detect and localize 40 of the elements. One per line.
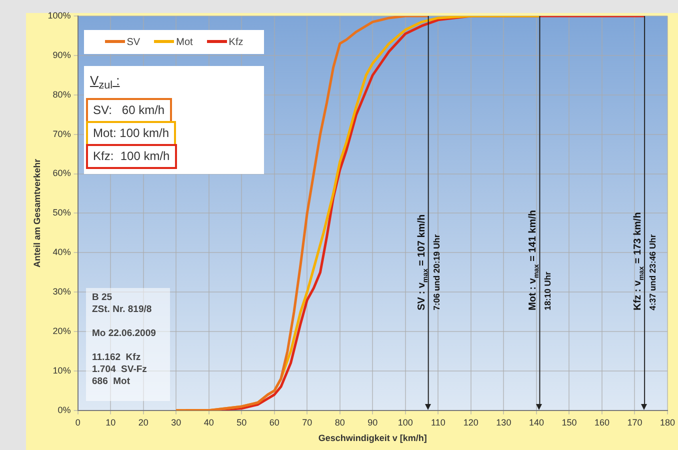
y-tick-label: 30% — [52, 286, 71, 297]
annotation: Mot: 100 km/h — [86, 121, 176, 146]
x-tick-label: 130 — [496, 417, 512, 428]
legend-label: Kfz — [228, 36, 244, 48]
x-tick-label: 50 — [236, 417, 247, 428]
y-tick-label: 0% — [58, 404, 71, 415]
x-tick-label: 10 — [106, 417, 116, 428]
legend-label: SV — [126, 36, 140, 48]
text: B 25 ZSt. Nr. 819/8 Mo 22.06.2009 11.162 Kfz 1.704 SV-Fz 686 Mot — [92, 292, 156, 387]
annotation: SV: 60 km/h — [86, 98, 172, 123]
legend-label: Mot — [175, 36, 193, 48]
annotation: Kfz: 100 km/h — [86, 144, 177, 169]
y-tick-label: 80% — [52, 89, 71, 100]
x-tick-label: 90 — [368, 417, 378, 428]
x-tick-label: 180 — [660, 417, 676, 428]
y-tick-label: 70% — [52, 128, 71, 139]
annotation: V$_{zul}$ : — [90, 73, 120, 93]
x-tick-label: 20 — [138, 417, 148, 428]
y-tick-label: 40% — [52, 247, 71, 258]
y-tick-label: 50% — [52, 208, 71, 218]
x-tick-label: 170 — [627, 417, 642, 428]
y-tick-label: 20% — [52, 326, 71, 336]
x-tick-label: 30 — [171, 417, 182, 428]
x-tick-label: 70 — [302, 417, 312, 428]
x-tick-label: 120 — [463, 417, 478, 428]
x-tick-label: 60 — [269, 417, 280, 428]
x-tick-label: 40 — [204, 417, 214, 428]
x-tick-label: 150 — [562, 417, 577, 428]
y-axis-title: Anteil am Gesamtverkehr — [32, 158, 42, 268]
x-tick-label: 110 — [430, 417, 446, 428]
x-tick-label: 140 — [528, 417, 544, 428]
x-tick-label: 160 — [594, 417, 610, 428]
x-tick-label: 0 — [75, 417, 80, 428]
x-tick-label: 100 — [398, 417, 413, 428]
y-tick-label: 100% — [48, 10, 71, 20]
y-tick-label: 10% — [52, 365, 71, 376]
y-tick-label: 60% — [52, 168, 71, 178]
y-tick-label: 90% — [52, 50, 71, 60]
x-axis-title: Geschwindigkeit v [km/h] — [318, 433, 427, 444]
x-tick-label: 80 — [334, 417, 345, 428]
